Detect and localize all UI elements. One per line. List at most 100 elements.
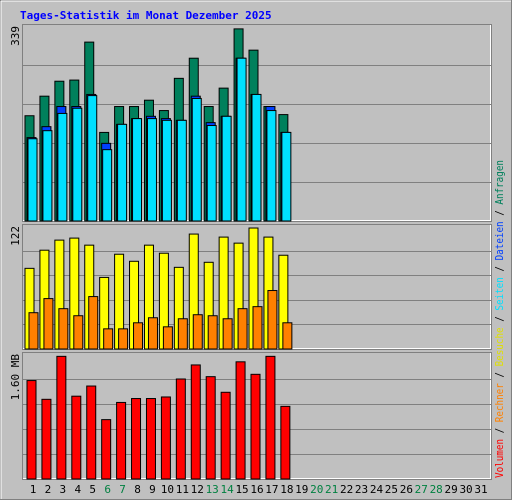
bar xyxy=(71,395,82,480)
legend-entry: Rechner xyxy=(493,383,506,422)
y-tick-label: 122 xyxy=(9,226,22,246)
x-tick-label: 22 xyxy=(340,483,353,496)
bar xyxy=(177,318,188,350)
legend-entry: Besuche xyxy=(493,327,506,366)
bar xyxy=(72,107,83,222)
bar xyxy=(237,308,248,350)
bar xyxy=(250,373,261,480)
bar xyxy=(146,118,157,222)
bar xyxy=(86,385,97,480)
bar xyxy=(88,296,99,350)
bar xyxy=(56,355,67,480)
bar xyxy=(43,298,54,350)
bar xyxy=(190,364,201,480)
bar xyxy=(103,328,114,350)
bar xyxy=(57,112,68,222)
x-tick-label: 24 xyxy=(370,483,384,496)
bar xyxy=(205,376,216,480)
x-tick-label: 23 xyxy=(355,483,368,496)
bar xyxy=(27,138,38,222)
legend-separator: / xyxy=(493,422,506,439)
bar xyxy=(161,119,172,222)
x-tick-label: 5 xyxy=(89,483,96,496)
y-tick-label: 339 xyxy=(9,26,22,46)
bar xyxy=(221,115,232,222)
bar xyxy=(160,396,171,480)
bar xyxy=(41,398,52,480)
legend-separator: / xyxy=(493,366,506,383)
x-tick-label: 10 xyxy=(161,483,174,496)
x-tick-label: 11 xyxy=(176,483,189,496)
bar xyxy=(220,391,231,480)
bar xyxy=(145,398,156,480)
bar xyxy=(281,131,292,222)
bar xyxy=(116,401,127,480)
bar xyxy=(162,326,173,350)
bar xyxy=(117,123,128,222)
x-tick-label: 18 xyxy=(280,483,293,496)
x-tick-label: 7 xyxy=(119,483,126,496)
legend-entry: Seiten xyxy=(493,277,506,310)
bar xyxy=(101,419,112,480)
x-tick-label: 21 xyxy=(325,483,338,496)
bar xyxy=(26,380,37,480)
x-tick-label: 20 xyxy=(310,483,323,496)
bar xyxy=(207,315,218,350)
bar xyxy=(42,130,53,222)
bar xyxy=(73,315,84,350)
x-tick-label: 13 xyxy=(206,483,219,496)
bar xyxy=(102,149,113,222)
legend-separator: / xyxy=(493,260,506,277)
x-tick-label: 15 xyxy=(235,483,248,496)
bar xyxy=(132,118,143,222)
x-tick-label: 19 xyxy=(295,483,308,496)
bar xyxy=(176,119,187,222)
x-tick-label: 9 xyxy=(149,483,156,496)
x-tick-label: 12 xyxy=(191,483,204,496)
legend: Volumen / Rechner / Besuche / Seiten / D… xyxy=(493,160,506,478)
bar xyxy=(280,405,291,480)
x-tick-label: 29 xyxy=(445,483,458,496)
bar xyxy=(236,57,247,222)
x-tick-label: 28 xyxy=(430,483,443,496)
legend-entry: Anfragen xyxy=(493,160,506,205)
bar xyxy=(266,110,277,222)
y-tick-label: 1.60 MB xyxy=(9,354,22,401)
bar xyxy=(131,398,142,480)
legend-entry: Dateien xyxy=(493,221,506,260)
bar xyxy=(28,312,39,350)
x-tick-label: 17 xyxy=(265,483,278,496)
bar xyxy=(175,378,186,480)
bar xyxy=(235,361,246,480)
x-tick-label: 16 xyxy=(250,483,263,496)
chart-title: Tages-Statistik im Monat Dezember 2025 xyxy=(20,9,272,22)
legend-entry: Volumen xyxy=(493,439,506,478)
bar xyxy=(252,306,263,350)
bar xyxy=(118,328,129,350)
bar xyxy=(191,97,202,222)
x-tick-label: 2 xyxy=(45,483,52,496)
x-tick-label: 27 xyxy=(415,483,428,496)
x-tick-label: 31 xyxy=(474,483,487,496)
bar xyxy=(265,355,276,480)
bar xyxy=(282,322,293,350)
bar xyxy=(267,290,278,350)
bar xyxy=(87,95,98,222)
x-tick-label: 6 xyxy=(104,483,111,496)
x-tick-label: 1 xyxy=(30,483,37,496)
bar xyxy=(147,317,158,350)
x-tick-label: 8 xyxy=(134,483,141,496)
legend-separator: / xyxy=(493,311,506,328)
bar xyxy=(58,308,69,350)
legend-separator: / xyxy=(493,205,506,222)
bar xyxy=(222,318,233,350)
bar xyxy=(133,322,144,350)
bar xyxy=(206,125,217,222)
x-tick-label: 25 xyxy=(385,483,398,496)
x-tick-label: 26 xyxy=(400,483,413,496)
bar xyxy=(192,314,203,350)
x-tick-label: 30 xyxy=(459,483,472,496)
x-tick-label: 14 xyxy=(221,483,235,496)
x-tick-label: 3 xyxy=(60,483,67,496)
